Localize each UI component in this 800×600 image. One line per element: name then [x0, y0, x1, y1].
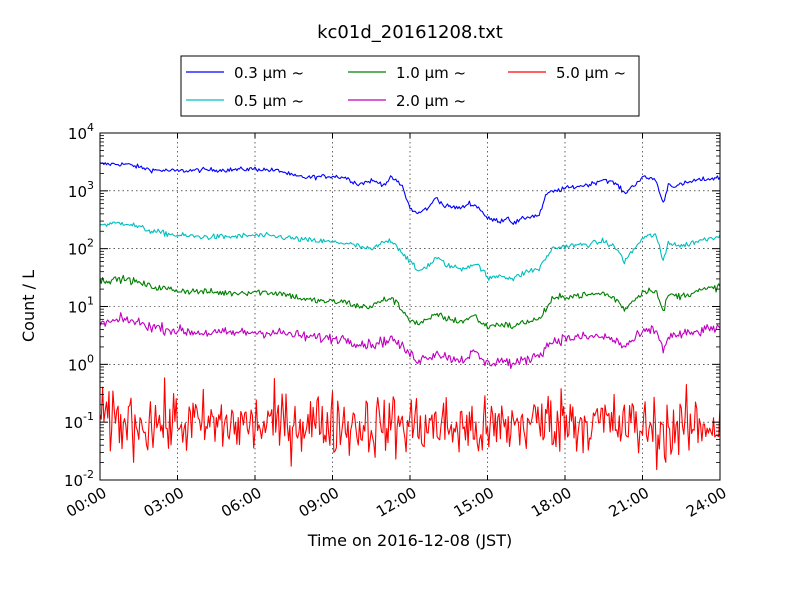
chart-legend: 0.3 μm ~ 0.5 μm ~ 1.0 μm ~ 2.0 μm ~ 5.0 μm ~ [180, 55, 640, 117]
legend-box [180, 55, 640, 117]
y-tick-labels: 10-2 10-1 100 101 102 103 104 [64, 121, 94, 490]
y-tick-label: 104 [68, 121, 94, 143]
series-line-2 [99, 274, 721, 330]
series-line-3 [99, 312, 721, 370]
legend-entry-0: 0.3 μm ~ [234, 64, 304, 82]
series-layer [99, 162, 721, 471]
y-axis-label: Count / L [19, 270, 38, 342]
axis-ticks [99, 132, 721, 481]
y-tick-label: 102 [68, 237, 94, 259]
y-tick-label: 100 [68, 352, 94, 374]
series-line-0 [99, 162, 721, 225]
series-line-4 [99, 377, 721, 471]
chart-title: kc01d_20161208.txt [317, 22, 503, 43]
x-axis-label: Time on 2016-12-08 (JST) [307, 531, 512, 550]
series-line-1 [99, 221, 721, 282]
y-tick-label: 103 [68, 179, 94, 201]
y-tick-label: 101 [68, 295, 94, 317]
legend-entry-1: 0.5 μm ~ [234, 92, 304, 110]
legend-entry-4: 5.0 μm ~ [556, 64, 626, 82]
legend-entry-2: 1.0 μm ~ [396, 64, 466, 82]
y-tick-label: 10-1 [64, 410, 94, 432]
y-tick-label: 10-2 [64, 468, 94, 490]
legend-entry-3: 2.0 μm ~ [396, 92, 466, 110]
